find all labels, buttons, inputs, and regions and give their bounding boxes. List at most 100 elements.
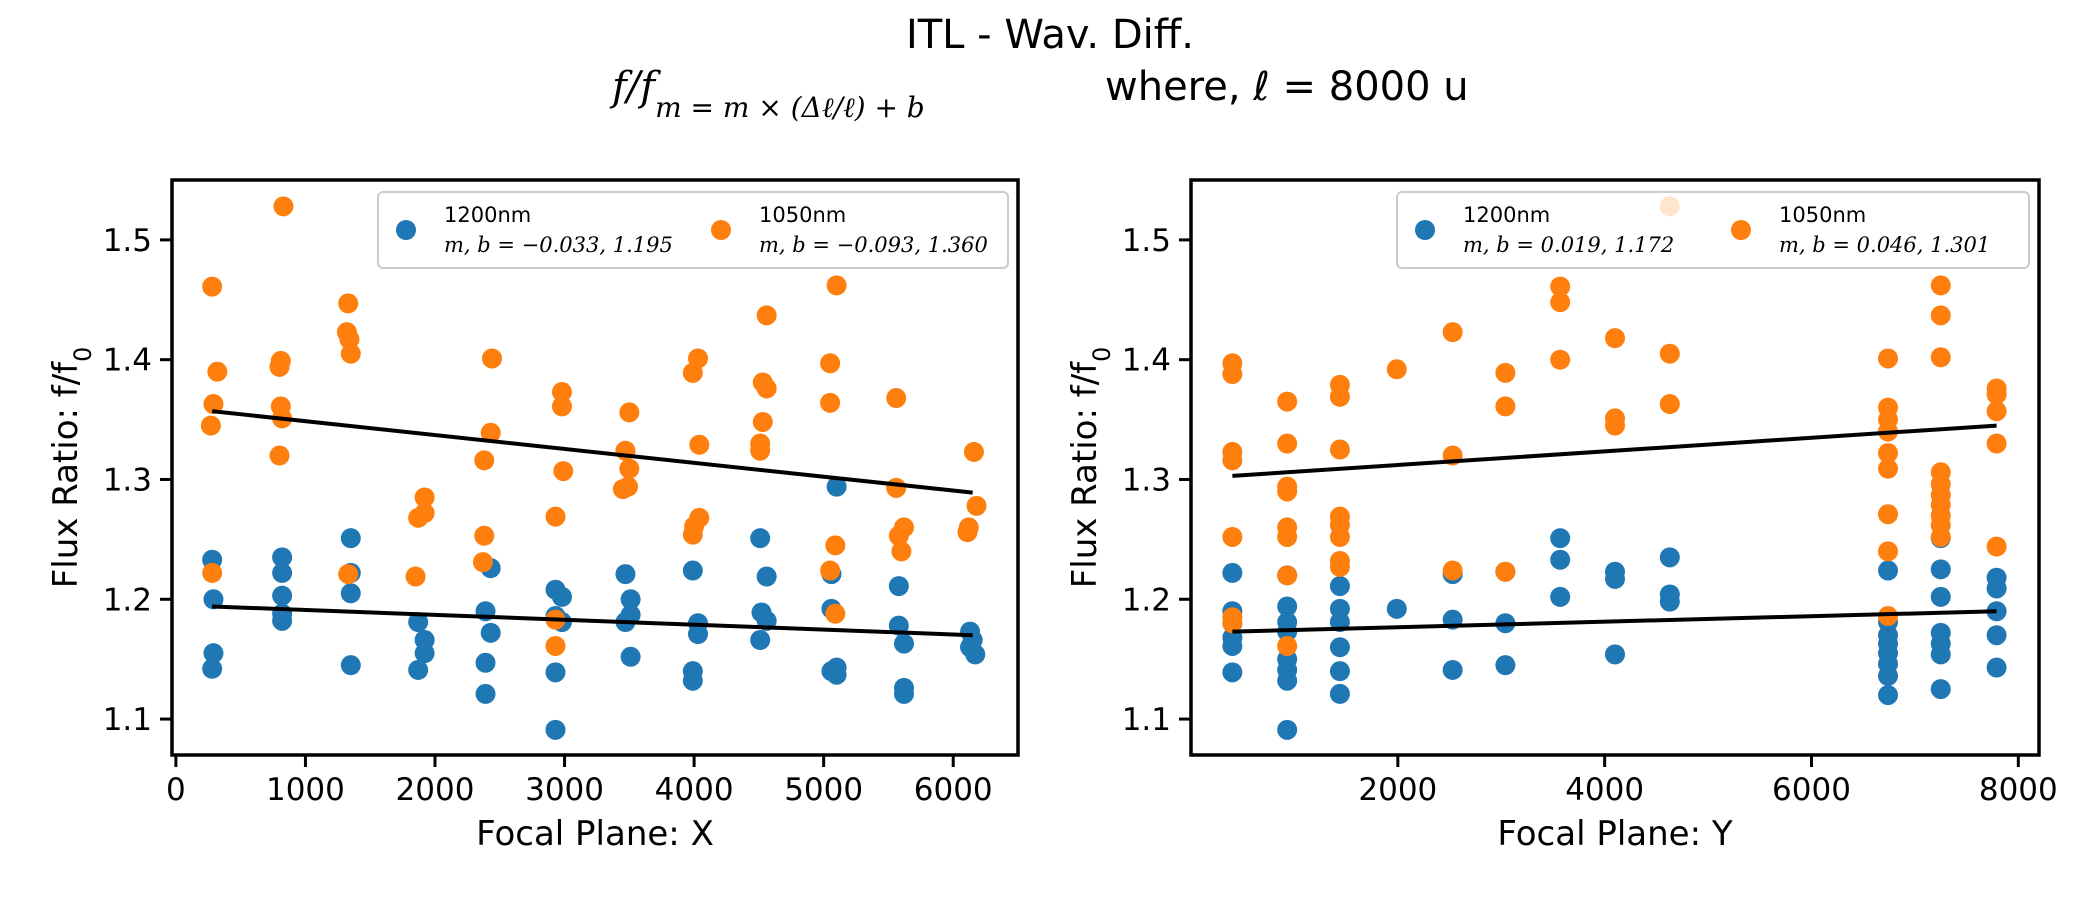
scatter-point — [472, 552, 493, 573]
scatter-point — [203, 394, 224, 415]
scatter-point — [820, 353, 841, 374]
scatter-point — [1329, 439, 1350, 460]
y-axis-label: Flux Ratio: f/f0 — [1065, 347, 1116, 589]
scatter-point — [1277, 719, 1298, 740]
legend-series-name: 1050nm — [1779, 203, 1866, 227]
scatter-point — [1659, 591, 1680, 612]
y-tick-label: 1.3 — [1122, 462, 1171, 498]
scatter-point — [1277, 596, 1298, 617]
scatter-point — [1605, 568, 1625, 589]
scatter-point — [480, 422, 501, 443]
scatter-point — [272, 585, 293, 606]
legend-marker — [711, 220, 731, 240]
x-tick-label: 4000 — [1565, 772, 1644, 808]
y-tick-label: 1.5 — [1122, 223, 1171, 259]
scatter-point — [1495, 655, 1516, 676]
x-tick-label: 6000 — [914, 772, 993, 808]
scatter-point — [1222, 562, 1243, 583]
x-tick-label: 6000 — [1772, 772, 1851, 808]
scatter-point — [545, 662, 566, 683]
y-axis-label: Flux Ratio: f/f0 — [46, 347, 97, 589]
scatter-point — [475, 683, 496, 704]
scatter-point — [682, 560, 703, 581]
fit-line-1200nm — [1232, 609, 1997, 634]
scatter-point — [612, 479, 633, 500]
legend-fit-label: m, b = −0.033, 1.195 — [444, 233, 673, 257]
scatter-point — [1930, 559, 1951, 580]
x-tick-label: 0 — [166, 772, 186, 808]
x-tick-label: 5000 — [784, 772, 863, 808]
y-tick-label: 1.5 — [103, 223, 152, 259]
scatter-point — [1222, 450, 1243, 471]
scatter-point — [886, 477, 907, 498]
scatter-point — [207, 361, 228, 382]
scatter-point — [1878, 458, 1899, 479]
scatter-point — [203, 643, 224, 664]
scatter-point — [339, 329, 360, 350]
scatter-point — [1930, 347, 1951, 368]
scatter-point — [1329, 661, 1350, 682]
legend-marker — [1731, 220, 1751, 240]
scatter-point — [1222, 635, 1243, 656]
scatter-point — [1329, 637, 1350, 658]
scatter-point — [545, 506, 566, 527]
scatter-point — [963, 441, 984, 462]
scatter-point — [1878, 560, 1899, 581]
scatter-point — [1277, 433, 1298, 454]
scatter-point — [1277, 481, 1298, 502]
legend-series-name: 1050nm — [759, 203, 846, 227]
legend-marker — [1415, 220, 1435, 240]
scatter-point — [891, 541, 912, 562]
series-1050nm — [200, 196, 987, 656]
legend: 1200nm m, b = −0.033, 1.195 1050nm m, b = −… — [377, 191, 1009, 269]
scatter-point — [273, 196, 294, 217]
scatter-point — [1659, 394, 1680, 415]
scatter-point — [1277, 635, 1298, 656]
scatter-point — [1930, 305, 1951, 326]
scatter-point — [545, 635, 566, 656]
legend: 1200nm m, b = 0.019, 1.172 1050nm m, b = 0.… — [1396, 191, 2030, 269]
scatter-point — [340, 343, 361, 364]
scatter-point — [1277, 670, 1298, 691]
scatter-point — [545, 719, 566, 740]
scatter-point — [826, 664, 847, 685]
scatter-point — [1386, 359, 1407, 380]
scatter-point — [551, 586, 572, 607]
scatter-point — [1329, 556, 1350, 577]
legend-frame — [377, 191, 1009, 269]
scatter-point — [1550, 586, 1571, 607]
scatter-point — [1277, 526, 1298, 547]
scatter-point — [1442, 322, 1463, 343]
scatter-point — [414, 643, 435, 664]
scatter-point — [1329, 386, 1350, 407]
scatter-point — [414, 487, 435, 508]
figure-subtitle-formula: f/fm = m × (Δℓ/ℓ) + b — [609, 64, 925, 124]
scatter-point — [825, 535, 846, 556]
scatter-point — [272, 562, 293, 583]
scatter-point — [1878, 665, 1899, 686]
scatter-point — [1550, 292, 1571, 313]
scatter-point — [551, 382, 572, 403]
y-tick-label: 1.4 — [1122, 343, 1171, 379]
scatter-point — [338, 564, 359, 585]
scatter-point — [1878, 685, 1899, 706]
scatter-point — [1495, 362, 1516, 383]
scatter-point — [1878, 504, 1899, 525]
scatter-point — [615, 564, 636, 585]
scatter-point — [1878, 348, 1899, 369]
fit-line-1200nm — [212, 604, 973, 638]
scatter-point — [750, 528, 771, 549]
scatter-point — [1442, 659, 1463, 680]
scatter-point — [340, 583, 361, 604]
x-tick-label: 2000 — [396, 772, 475, 808]
scatter-point — [1495, 396, 1516, 417]
scatter-point — [619, 402, 640, 423]
scatter-point — [1329, 683, 1350, 704]
scatter-point — [1986, 578, 2007, 599]
x-axis-label: Focal Plane: Y — [1497, 814, 1732, 854]
legend-series-name: 1200nm — [1463, 203, 1550, 227]
scatter-point — [893, 683, 914, 704]
scatter-point — [1878, 443, 1899, 464]
scatter-point — [482, 348, 503, 369]
scatter-point — [202, 658, 223, 679]
